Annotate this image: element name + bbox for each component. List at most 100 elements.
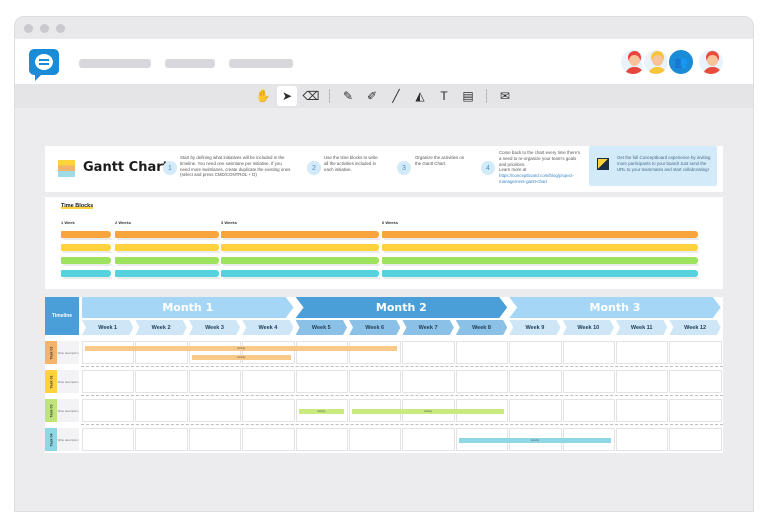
- activity-bar[interactable]: Activity: [298, 409, 344, 414]
- time-block-label: 6 Weeks: [382, 220, 398, 225]
- grid-cell[interactable]: [616, 370, 669, 393]
- window-dot-icon[interactable]: [24, 24, 33, 33]
- time-block[interactable]: [115, 231, 220, 240]
- page-title: Gantt Chart: [83, 160, 169, 175]
- row-divider: [81, 395, 723, 396]
- step-description: Come back to the chart every time there'…: [499, 150, 581, 167]
- grid-cell[interactable]: [349, 428, 402, 451]
- time-block[interactable]: [382, 270, 699, 279]
- pointer-tool-icon[interactable]: ➤: [277, 86, 297, 106]
- time-block[interactable]: [61, 257, 112, 266]
- week-header: Week 1: [82, 320, 133, 335]
- avatar-yellow-hair[interactable]: [642, 48, 670, 76]
- grid-cell[interactable]: [616, 428, 669, 451]
- grid-cell[interactable]: [242, 428, 295, 451]
- grid-cell[interactable]: [295, 370, 348, 393]
- menu-placeholder[interactable]: [165, 59, 215, 68]
- grid-cell[interactable]: [349, 341, 402, 364]
- grid-cell[interactable]: [295, 341, 348, 364]
- menu-placeholder[interactable]: [79, 59, 151, 68]
- grid-cell[interactable]: [562, 370, 615, 393]
- grid-cell[interactable]: [135, 341, 188, 364]
- grid-cell[interactable]: [349, 370, 402, 393]
- time-block[interactable]: [115, 270, 220, 279]
- hand-tool-icon[interactable]: ✋: [255, 89, 271, 103]
- pen-tool-icon[interactable]: ✎: [342, 89, 354, 103]
- grid-cell[interactable]: [242, 341, 295, 364]
- activity-bar[interactable]: Activity: [85, 346, 398, 351]
- window-dot-icon[interactable]: [40, 24, 49, 33]
- grid-cell[interactable]: [616, 399, 669, 422]
- grid-cell[interactable]: [669, 341, 722, 364]
- grid-cell[interactable]: [616, 341, 669, 364]
- grid-cell[interactable]: [402, 341, 455, 364]
- text-tool-icon[interactable]: T: [440, 89, 448, 103]
- marker-tool-icon[interactable]: ✐: [366, 89, 378, 103]
- step-text: Start by defining what initiatives will …: [180, 155, 292, 178]
- grid-cell[interactable]: [669, 370, 722, 393]
- time-block[interactable]: [61, 244, 112, 253]
- time-block[interactable]: [221, 244, 380, 253]
- menu-placeholder[interactable]: [229, 59, 293, 68]
- grid-cell[interactable]: [562, 399, 615, 422]
- grid-cell[interactable]: [295, 428, 348, 451]
- grid-cell[interactable]: [402, 428, 455, 451]
- grid-cell[interactable]: [82, 341, 135, 364]
- sticky-note-tool-icon[interactable]: ▤: [462, 89, 474, 103]
- shape-tool-icon[interactable]: ◭: [415, 89, 425, 103]
- grid-cell[interactable]: [509, 370, 562, 393]
- comment-tool-icon[interactable]: ✉: [499, 89, 511, 103]
- time-block[interactable]: [61, 231, 112, 240]
- grid-cell[interactable]: [402, 370, 455, 393]
- time-block[interactable]: [382, 257, 699, 266]
- grid-cell[interactable]: [669, 428, 722, 451]
- promo-text: Get the full Conceptboard experience by …: [617, 155, 711, 172]
- avatar-man[interactable]: [697, 48, 725, 76]
- time-block[interactable]: [221, 270, 380, 279]
- grid-cell[interactable]: [669, 399, 722, 422]
- learn-more-link[interactable]: https://conceptboard.com/blog/project-ma…: [499, 173, 574, 184]
- activity-bar[interactable]: Activity: [352, 409, 505, 414]
- step-number-badge: 1: [163, 161, 177, 175]
- activity-bar[interactable]: Activity: [458, 438, 611, 443]
- line-tool-icon[interactable]: ╱: [392, 89, 400, 103]
- window-dot-icon[interactable]: [56, 24, 65, 33]
- participants-icon[interactable]: 👥: [667, 48, 695, 76]
- activity-bar[interactable]: Activity: [191, 355, 291, 360]
- grid-cell[interactable]: [509, 341, 562, 364]
- eraser-tool-icon[interactable]: ⌫: [302, 89, 320, 103]
- grid-cell[interactable]: [509, 399, 562, 422]
- week-header: Week 2: [135, 320, 186, 335]
- grid-cell[interactable]: [455, 341, 509, 364]
- grid-cell[interactable]: [188, 370, 242, 393]
- grid-cell[interactable]: [82, 399, 135, 422]
- grid-cell[interactable]: [242, 399, 295, 422]
- grid-cell[interactable]: [562, 341, 615, 364]
- time-block[interactable]: [382, 244, 699, 253]
- grid-cell[interactable]: [135, 428, 188, 451]
- grid-cell[interactable]: [188, 399, 242, 422]
- task-description: Write description: [57, 428, 79, 451]
- grid-cell[interactable]: [455, 370, 509, 393]
- gantt-color-swatch-icon: [58, 160, 75, 177]
- time-block[interactable]: [61, 270, 112, 279]
- grid-cell[interactable]: [135, 370, 188, 393]
- time-block[interactable]: [221, 257, 380, 266]
- grid-cell[interactable]: [242, 370, 295, 393]
- week-header: Week 6: [349, 320, 400, 335]
- time-block[interactable]: [115, 257, 220, 266]
- learn-more-label: Learn more at: [499, 167, 527, 173]
- grid-cell[interactable]: [188, 428, 242, 451]
- chat-bubble-logo-icon[interactable]: [29, 49, 59, 81]
- grid-cell[interactable]: [82, 370, 135, 393]
- task-description: Write description: [57, 370, 79, 393]
- board-canvas[interactable]: Gantt Chart 1 Start by defining what init…: [15, 108, 753, 511]
- grid-cell[interactable]: [135, 399, 188, 422]
- promo-banner[interactable]: Get the full Conceptboard experience by …: [589, 146, 717, 186]
- time-block[interactable]: [382, 231, 699, 240]
- grid-cell[interactable]: [188, 341, 242, 364]
- time-block[interactable]: [115, 244, 220, 253]
- time-block[interactable]: [221, 231, 380, 240]
- grid-cell[interactable]: [82, 428, 135, 451]
- week-header: Week 5: [296, 320, 347, 335]
